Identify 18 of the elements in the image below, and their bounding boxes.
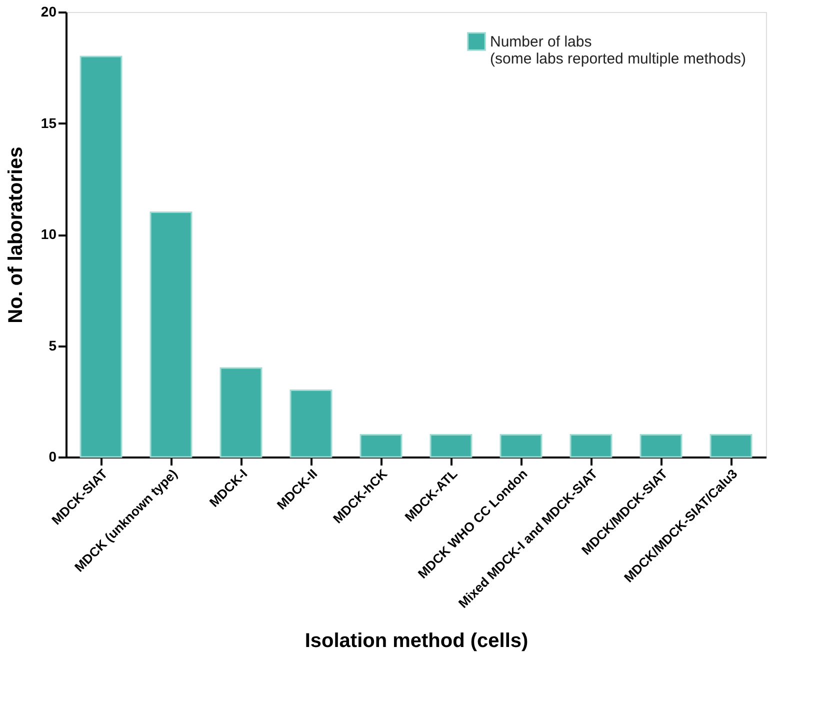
- bar: [430, 434, 472, 458]
- bar: [150, 212, 192, 458]
- bar: [640, 434, 682, 458]
- y-tick-label: 10: [40, 226, 57, 242]
- legend-label: Number of labs (some labs reported multiple methods): [490, 34, 746, 68]
- bar: [710, 434, 752, 458]
- bar: [570, 434, 612, 458]
- y-axis-title: No. of laboratories: [4, 146, 27, 324]
- x-axis-title: Isolation method (cells): [304, 630, 528, 652]
- bar: [290, 390, 332, 458]
- bar: [80, 56, 122, 458]
- y-tick-label: 5: [48, 337, 57, 354]
- bar: [360, 434, 402, 458]
- y-tick-label: 0: [48, 448, 57, 464]
- bar: [500, 434, 542, 458]
- bar: [220, 367, 262, 458]
- y-tick-label: 20: [40, 4, 57, 20]
- y-tick-label: 15: [40, 114, 57, 131]
